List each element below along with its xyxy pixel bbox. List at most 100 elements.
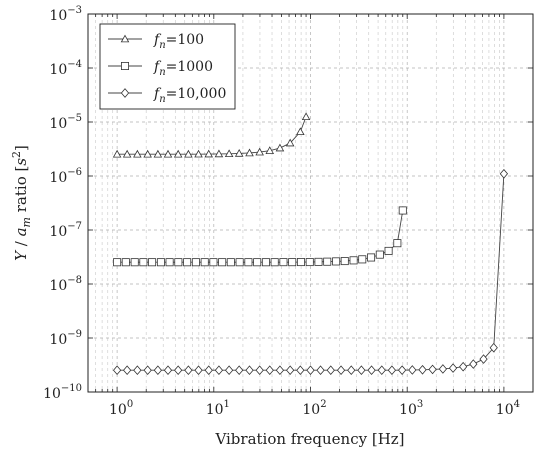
data-point xyxy=(408,365,417,375)
data-point xyxy=(301,112,311,121)
y-tick-label: 10−10 xyxy=(43,383,82,402)
data-point xyxy=(398,206,407,215)
data-point xyxy=(349,256,358,265)
legend-marker xyxy=(120,88,130,98)
data-point xyxy=(489,342,498,353)
legend-marker xyxy=(120,34,130,43)
data-point xyxy=(153,149,163,158)
data-point xyxy=(234,148,244,157)
data-point xyxy=(499,168,509,179)
x-tick-label: 104 xyxy=(496,399,520,418)
tick-layer: 100 101 102 103 104 10−10 10−9 10−8 10−7 10−6 10−5… xyxy=(43,5,534,418)
data-point xyxy=(384,246,393,255)
data-point xyxy=(184,365,193,376)
data-point xyxy=(209,258,218,267)
data-point xyxy=(113,258,122,267)
data-point xyxy=(163,149,173,158)
data-point xyxy=(418,364,427,375)
data-point xyxy=(226,258,235,267)
y-tick-label: 10−6 xyxy=(49,167,82,186)
data-point xyxy=(244,258,253,267)
data-point xyxy=(326,365,335,376)
series-10000 xyxy=(112,168,509,376)
y-tick-label: 10−8 xyxy=(49,275,82,294)
data-point xyxy=(358,255,367,264)
data-point xyxy=(296,127,305,136)
data-point xyxy=(245,148,254,157)
data-point xyxy=(204,365,213,376)
series-1000 xyxy=(113,206,407,267)
data-point xyxy=(265,146,275,154)
data-point xyxy=(275,365,285,376)
data-point xyxy=(163,365,173,376)
data-point xyxy=(218,258,227,267)
data-point xyxy=(357,365,366,376)
data-point xyxy=(479,354,488,364)
data-point xyxy=(428,364,437,375)
data-point xyxy=(255,147,264,156)
data-point xyxy=(194,149,203,158)
data-point xyxy=(143,149,152,158)
data-point xyxy=(296,365,305,376)
series-line xyxy=(117,210,404,263)
data-point xyxy=(393,239,402,248)
data-point xyxy=(316,365,325,376)
legend-entry: fn=1000 xyxy=(108,59,213,78)
data-point xyxy=(133,149,142,158)
data-point xyxy=(340,257,349,266)
data-point xyxy=(288,258,297,267)
data-point xyxy=(148,258,157,267)
data-point xyxy=(459,361,468,372)
x-axis-title: Vibration frequency [Hz] xyxy=(214,430,404,448)
data-point xyxy=(306,365,315,376)
data-point xyxy=(261,258,270,267)
data-point xyxy=(253,258,262,267)
data-point xyxy=(265,365,274,376)
legend-label: fn=10,000 xyxy=(153,86,226,105)
data-point xyxy=(285,138,295,147)
legend-entry: fn=100 xyxy=(108,32,204,51)
data-point xyxy=(156,258,165,267)
legend-marker xyxy=(121,62,130,71)
data-point xyxy=(139,258,148,267)
data-point xyxy=(121,258,130,267)
series-100 xyxy=(112,112,311,158)
data-point xyxy=(130,258,139,267)
data-point xyxy=(323,257,332,266)
y-tick-label: 10−7 xyxy=(49,221,82,240)
x-tick-label: 101 xyxy=(206,399,230,418)
y-tick-label: 10−4 xyxy=(49,59,82,78)
data-point xyxy=(133,365,142,376)
y-tick-label: 10−9 xyxy=(49,329,82,348)
data-point xyxy=(122,149,132,158)
data-point xyxy=(375,250,384,259)
data-point xyxy=(279,258,288,267)
data-point xyxy=(235,258,244,267)
data-point xyxy=(165,258,174,267)
data-point xyxy=(255,365,264,376)
data-point xyxy=(367,365,376,376)
data-point xyxy=(204,149,214,158)
y-tick-label: 10−5 xyxy=(49,113,82,132)
grid-layer xyxy=(87,14,534,392)
data-point xyxy=(183,258,192,267)
data-point xyxy=(296,258,305,267)
data-point xyxy=(112,365,122,376)
data-point xyxy=(245,365,254,376)
data-point xyxy=(112,149,122,158)
data-point xyxy=(224,149,234,158)
data-point xyxy=(191,258,200,267)
data-point xyxy=(314,257,323,266)
data-point xyxy=(347,365,356,376)
data-point xyxy=(448,363,458,373)
data-point xyxy=(270,258,279,267)
legend-label: fn=1000 xyxy=(153,59,213,78)
data-point xyxy=(214,149,224,158)
y-tick-label: 10−3 xyxy=(49,5,82,24)
series-layer xyxy=(112,112,509,376)
data-point xyxy=(377,365,386,376)
data-point xyxy=(174,365,183,376)
data-point xyxy=(286,365,295,376)
data-point xyxy=(235,365,244,376)
